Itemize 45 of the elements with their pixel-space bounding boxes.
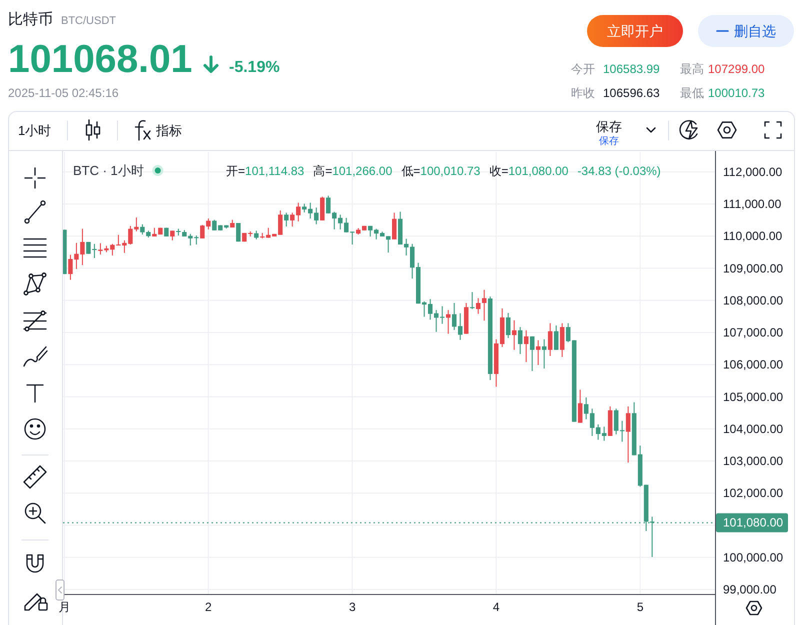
text: 今开 <box>571 62 595 76</box>
y-tick-label: 106,000.00 <box>723 358 784 372</box>
button-open-account: 立即开户 <box>587 15 683 47</box>
y-tick-label: 111,000.00 <box>723 197 782 212</box>
y-tick-label: 99,000.00 <box>723 582 777 597</box>
y-tick-label: 105,000.00 <box>723 390 784 404</box>
x-tick-label: 4 <box>492 600 500 614</box>
text: 1小时 <box>18 123 52 138</box>
text: 100010.73 <box>708 86 766 100</box>
x-tick-label: 5 <box>636 600 644 614</box>
text: 最低 <box>680 86 704 100</box>
text: 昨收 <box>571 86 595 100</box>
x-tick-label: 3 <box>348 600 356 614</box>
annotation: 高=101,266.00 <box>313 164 393 178</box>
annotation: 收=101,080.00 <box>489 164 569 178</box>
text: 2025-11-05 02:45:16 <box>8 86 119 100</box>
x-tick-label: 2 <box>205 600 212 614</box>
chart-subtitle: BTC/USDT <box>61 15 116 27</box>
y-tick-label: 107,000.00 <box>723 326 784 340</box>
text: 106583.99 <box>603 62 660 76</box>
text: 101068.01 <box>8 38 192 81</box>
text: 最高 <box>680 62 704 76</box>
x-tick-label: 月 <box>58 600 70 614</box>
y-tick-label: 112,000.00 <box>723 164 782 179</box>
y-tick-label: 109,000.00 <box>723 261 784 276</box>
chart-title: 比特币 <box>8 11 53 28</box>
text: 指标 <box>155 123 182 138</box>
ref-line-price-tag: 101,080.00 <box>716 513 788 532</box>
y-tick-label: 102,000.00 <box>723 486 784 500</box>
annotation: BTC · 1小时 <box>73 163 144 178</box>
button-remove-watchlist: 删自选 <box>698 15 794 47</box>
y-tick-label: 103,000.00 <box>723 454 784 468</box>
y-tick-label: 104,000.00 <box>723 422 784 436</box>
y-tick-label: 108,000.00 <box>723 293 784 308</box>
text: 保存 <box>599 135 619 147</box>
y-tick-label: 100,000.00 <box>723 550 784 564</box>
annotation: 低=100,010.73 <box>401 164 481 178</box>
text: -5.19% <box>229 59 280 76</box>
text: 保存 <box>596 119 622 134</box>
text: 107299.00 <box>708 62 766 76</box>
y-tick-label: 110,000.00 <box>723 229 782 244</box>
ref-line-label: 101,080.00 <box>723 516 784 530</box>
text: 106596.63 <box>603 86 660 100</box>
annotation: -34.83 (-0.03%) <box>577 164 661 178</box>
annotation: 开=101,114.83 <box>226 164 305 178</box>
